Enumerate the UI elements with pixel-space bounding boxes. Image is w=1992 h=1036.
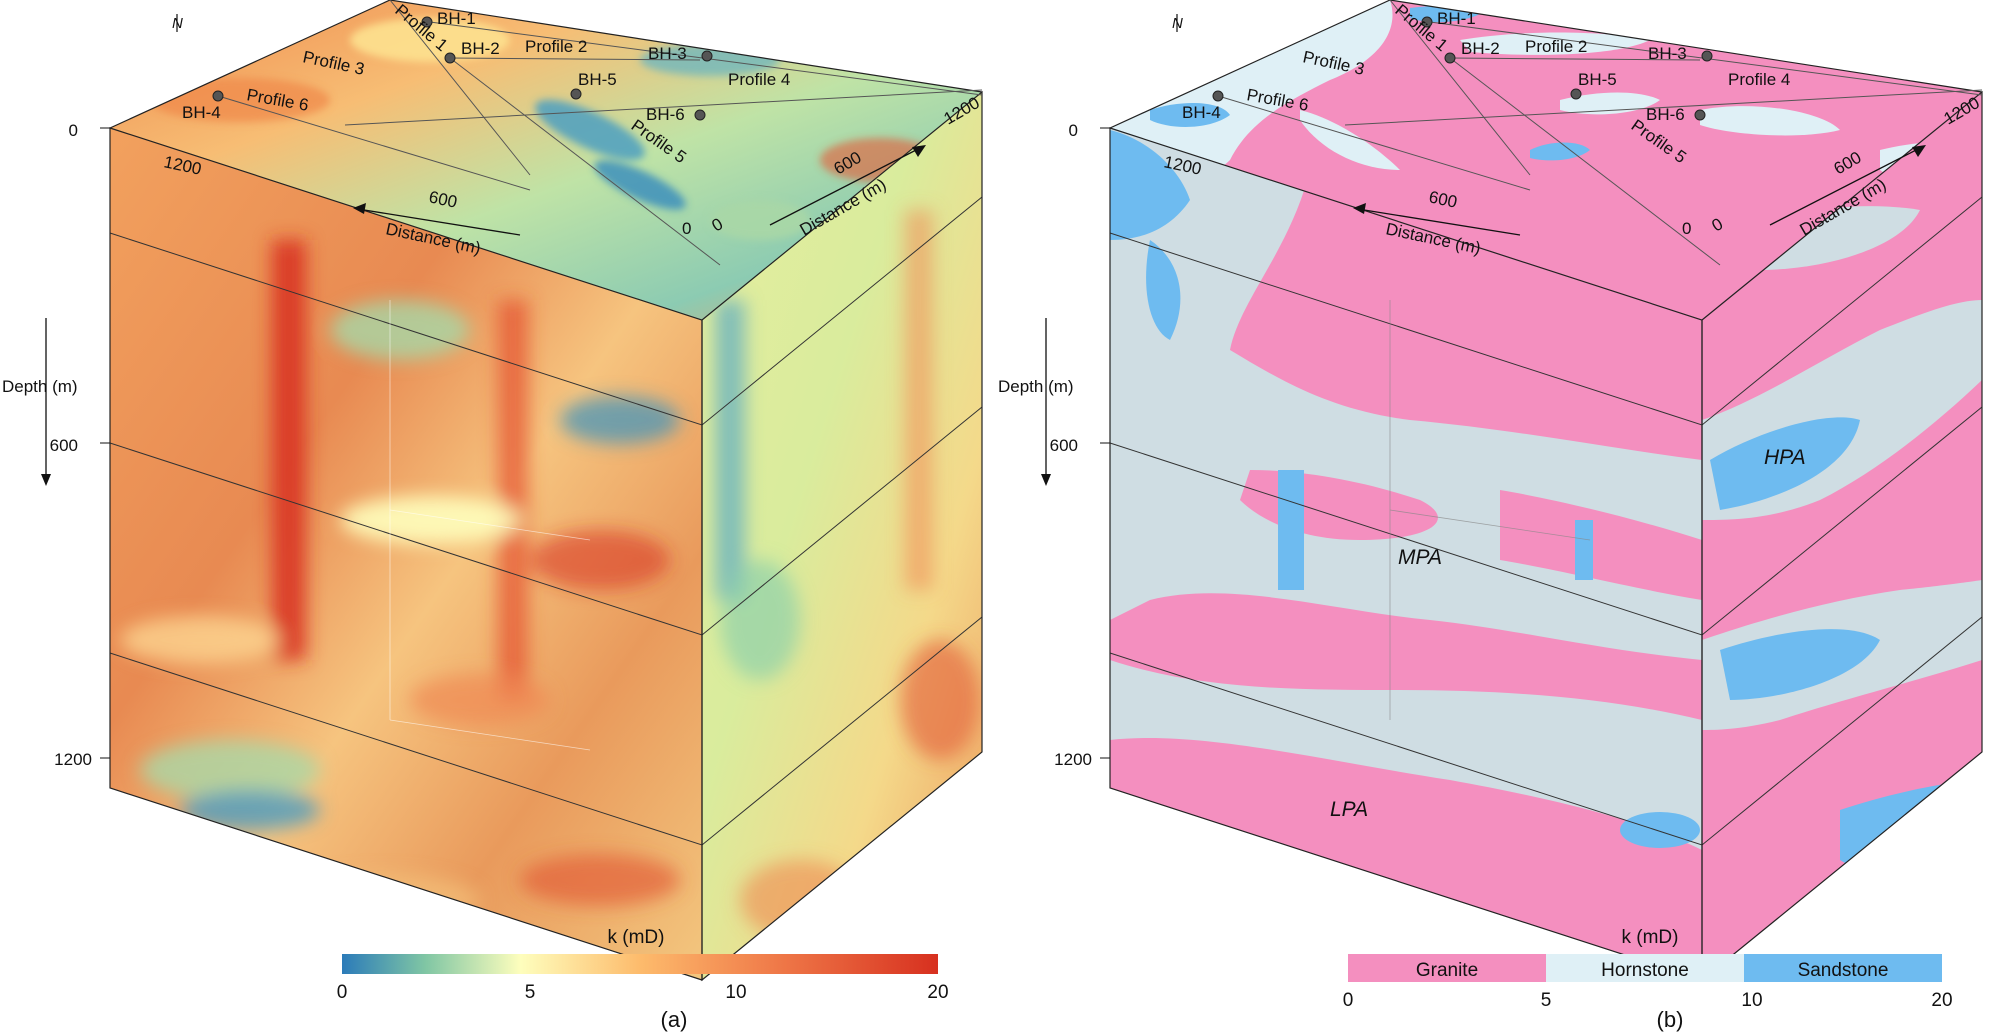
cube-outline (109, 0, 983, 982)
profile-lines (214, 0, 983, 266)
colorbar-tick: 0 (337, 982, 348, 1003)
caption-b: (b) (1657, 1007, 1684, 1032)
side-face-permeability (702, 92, 982, 980)
borehole-label: BH-1 (1437, 9, 1476, 28)
profile-label: Profile 2 (1525, 37, 1587, 56)
caption-a: (a) (661, 1007, 688, 1032)
borehole-label: BH-2 (461, 39, 500, 58)
colorbar-tick: 10 (1741, 990, 1762, 1011)
legend-label-granite: Granite (1416, 960, 1478, 981)
colorbar-title-b: k (mD) (1622, 927, 1679, 948)
profile-label: Profile 4 (1728, 70, 1790, 89)
colorbar-tick: 5 (525, 982, 536, 1003)
depth-label: Depth (m) (998, 377, 1074, 396)
borehole-label: BH-3 (648, 44, 687, 63)
legend-swatch-granite (1348, 954, 1546, 982)
depth-tick: 1200 (1054, 750, 1092, 769)
colorbar-tick: 5 (1541, 990, 1552, 1011)
borehole-label: BH-5 (1578, 70, 1617, 89)
side-face-lithology (1702, 92, 1982, 980)
front-tick: 0 (1682, 219, 1691, 238)
zone-label-lpa: LPA (1330, 798, 1368, 821)
borehole-label: BH-4 (1182, 103, 1221, 122)
top-face-permeability (110, 0, 982, 320)
colorbar-tick: 10 (725, 982, 746, 1003)
panel-a: BH-1 BH-2 BH-3 BH-4 BH-5 BH-6 Profile 1 … (2, 0, 983, 1032)
colorbar-ticks-b: 0 5 10 20 (1343, 990, 1953, 1011)
borehole-label: BH-6 (1646, 105, 1685, 124)
legend-swatch-hornstone (1546, 954, 1744, 982)
colorbar-tick: 20 (1931, 990, 1952, 1011)
depth-tick: 1200 (54, 750, 92, 769)
borehole-label: BH-1 (437, 9, 476, 28)
depth-axis-b: 0 600 1200 Depth (m) (998, 121, 1092, 769)
borehole-label: BH-5 (578, 70, 617, 89)
depth-tick: 0 (69, 121, 78, 140)
profile-label: Profile 2 (525, 37, 587, 56)
boreholes-a: BH-1 BH-2 BH-3 BH-4 BH-5 BH-6 (182, 9, 713, 124)
depth-tick: 600 (1050, 436, 1078, 455)
profile-lines (1214, 0, 1983, 266)
legend-label-sandstone: Sandstone (1798, 960, 1889, 981)
depth-tick: 0 (1069, 121, 1078, 140)
colorbar-a (342, 954, 938, 974)
zone-label-mpa: MPA (1398, 546, 1442, 569)
colorbar-ticks-a: 0 5 10 20 (337, 982, 949, 1003)
borehole-label: BH-6 (646, 105, 685, 124)
colorbar-tick: 20 (927, 982, 948, 1003)
borehole-label: BH-4 (182, 103, 221, 122)
depth-label: Depth (m) (2, 377, 78, 396)
zone-label-hpa: HPA (1764, 446, 1806, 469)
front-tick: 0 (682, 219, 691, 238)
profile-label: Profile 4 (728, 70, 790, 89)
boreholes-b: BH-1 BH-2 BH-3 BH-4 BH-5 BH-6 (1182, 9, 1713, 124)
legend-label-hornstone: Hornstone (1601, 960, 1689, 981)
legend-labels: Granite Hornstone Sandstone (1416, 960, 1889, 981)
depth-axis-a: 0 600 1200 Depth (m) (2, 121, 92, 769)
zone-labels: HPA MPA LPA (1330, 446, 1806, 821)
panel-b: BH-1 BH-2 BH-3 BH-4 BH-5 BH-6 Profile 1 … (998, 0, 1983, 1032)
colorbar-title-a: k (mD) (608, 927, 665, 948)
legend-swatch-sandstone (1744, 954, 1942, 982)
colorbar-tick: 0 (1343, 990, 1354, 1011)
depth-tick: 600 (50, 436, 78, 455)
borehole-label: BH-2 (1461, 39, 1500, 58)
borehole-label: BH-3 (1648, 44, 1687, 63)
